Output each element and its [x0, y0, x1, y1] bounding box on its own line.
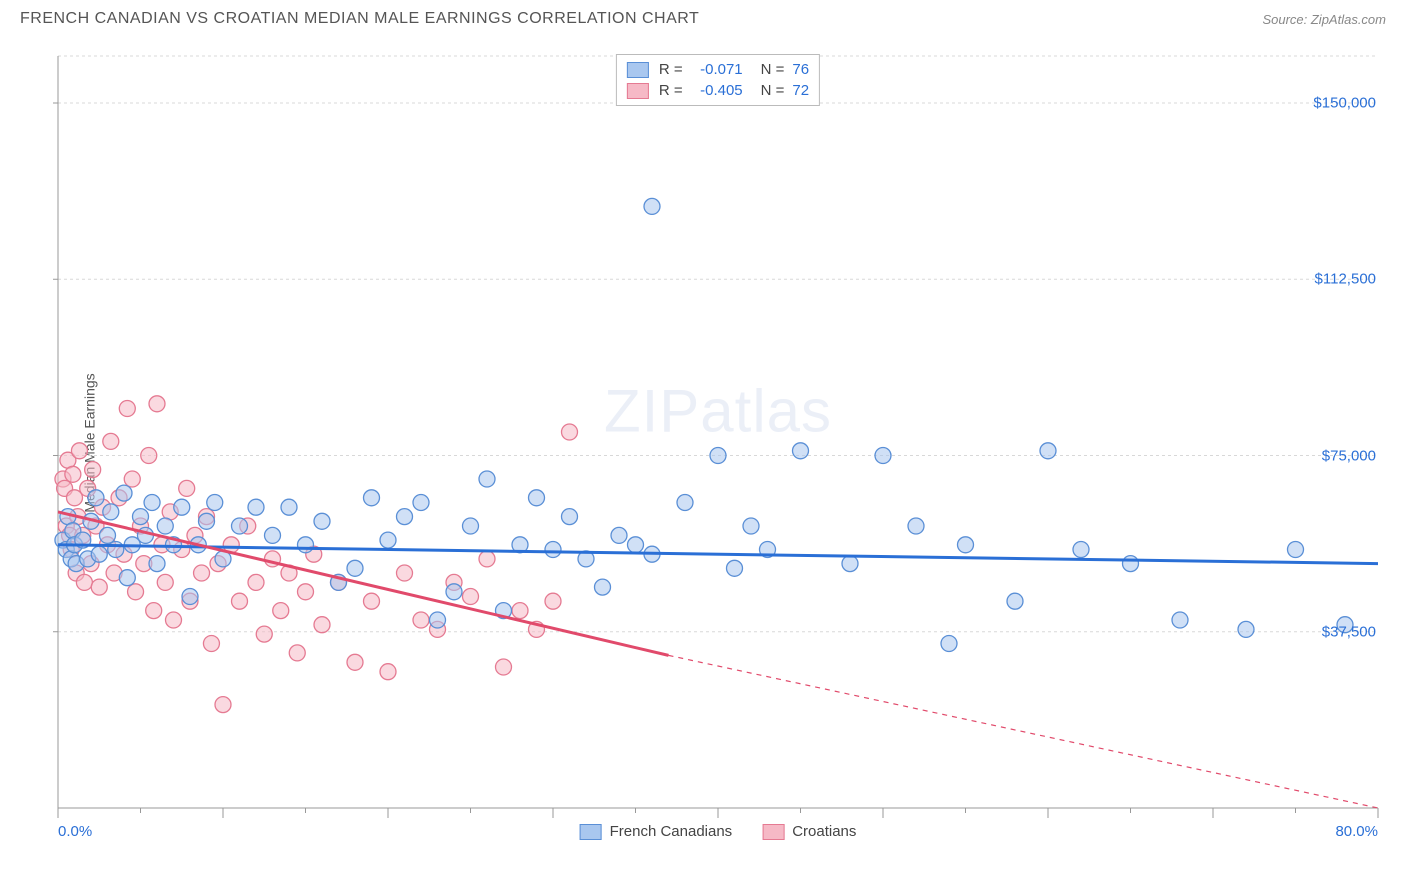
chart-title: FRENCH CANADIAN VS CROATIAN MEDIAN MALE … — [20, 10, 699, 28]
chart-container: Median Male Earnings ZIPatlas R = -0.071… — [50, 48, 1386, 838]
legend-item-series-1: French Canadians — [580, 823, 733, 840]
scatter-plot — [50, 48, 1386, 838]
x-axis-min-label: 0.0% — [58, 823, 92, 840]
correlation-legend: R = -0.071 N = 76 R = -0.405 N = 72 — [616, 54, 820, 106]
chart-header: FRENCH CANADIAN VS CROATIAN MEDIAN MALE … — [0, 0, 1406, 32]
swatch-series-2 — [627, 83, 649, 99]
legend-item-series-2: Croatians — [762, 823, 856, 840]
legend-row-series-1: R = -0.071 N = 76 — [627, 59, 809, 80]
y-tick-label: $37,500 — [1322, 623, 1376, 640]
y-tick-label: $112,500 — [1315, 271, 1376, 288]
y-tick-label: $150,000 — [1313, 95, 1376, 112]
swatch-series-1 — [580, 824, 602, 840]
x-axis-max-label: 80.0% — [1335, 823, 1378, 840]
series-legend: French Canadians Croatians — [580, 823, 857, 840]
legend-row-series-2: R = -0.405 N = 72 — [627, 80, 809, 101]
swatch-series-2 — [762, 824, 784, 840]
source-label: Source: ZipAtlas.com — [1262, 12, 1386, 27]
y-tick-label: $75,000 — [1322, 447, 1376, 464]
swatch-series-1 — [627, 62, 649, 78]
